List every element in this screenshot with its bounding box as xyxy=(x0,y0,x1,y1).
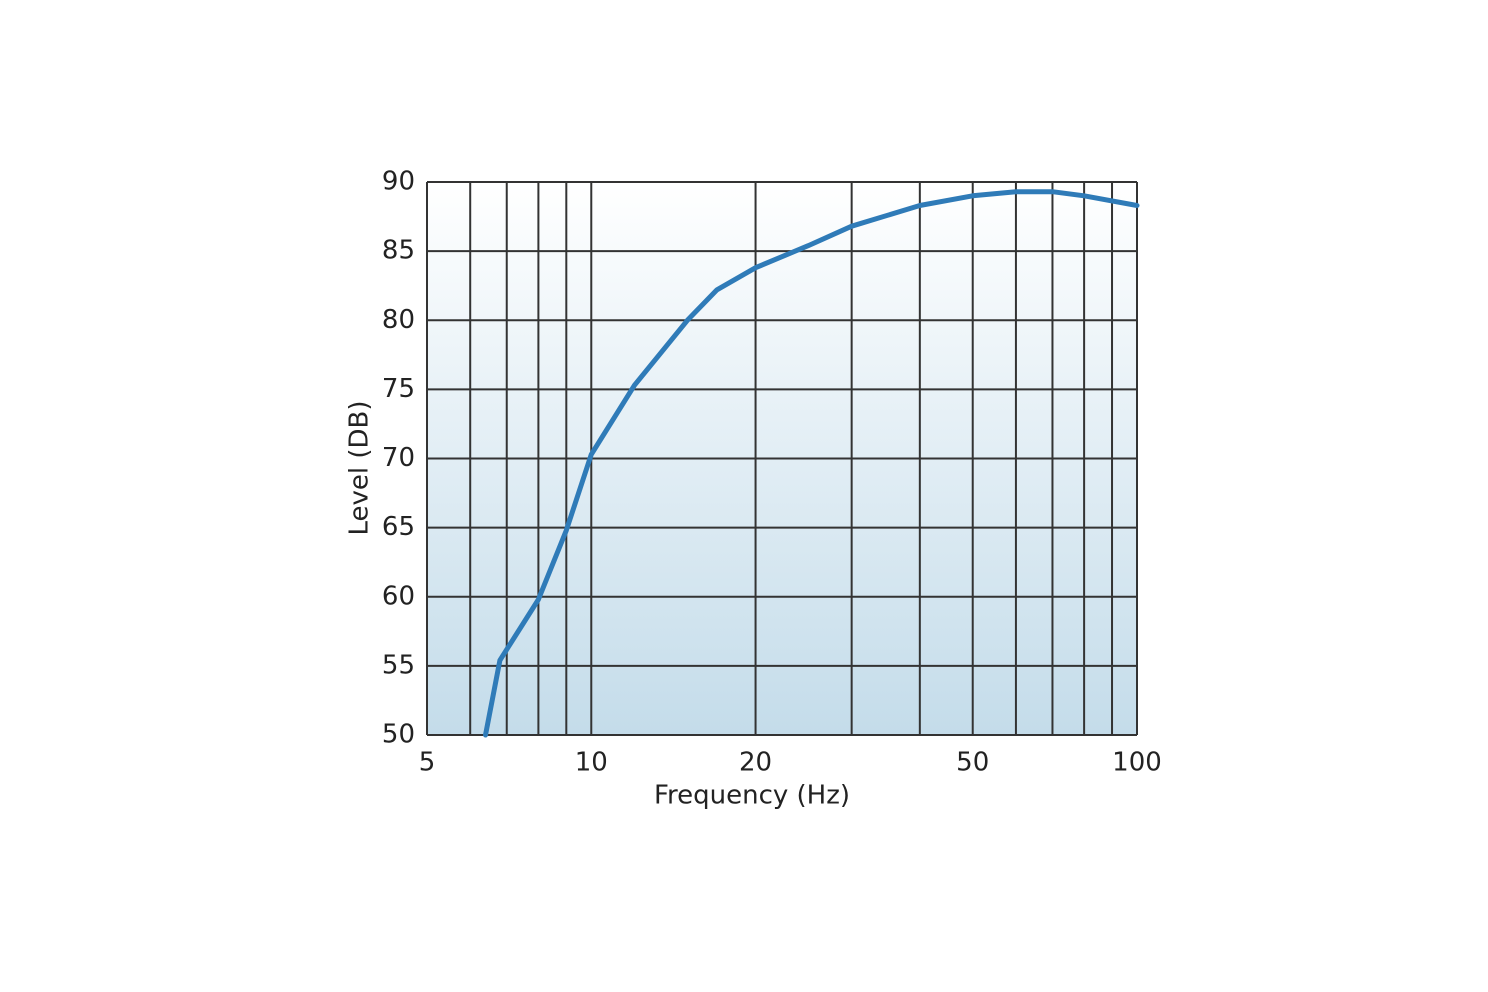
y-tick-label: 65 xyxy=(382,512,415,542)
y-tick-label: 85 xyxy=(382,236,415,266)
y-axis-label: Level (DB) xyxy=(345,400,375,535)
data-line xyxy=(483,189,1140,738)
y-tick-label: 80 xyxy=(382,305,415,335)
x-tick-label: 50 xyxy=(956,748,989,778)
x-tick-label: 100 xyxy=(1112,748,1162,778)
x-tick-label: 20 xyxy=(739,748,772,778)
x-tick-label: 10 xyxy=(575,748,608,778)
y-tick-label: 60 xyxy=(382,581,415,611)
y-tick-label: 70 xyxy=(382,443,415,473)
y-tick-label: 50 xyxy=(382,720,415,750)
x-tick-label: 5 xyxy=(419,748,436,778)
y-tick-label: 55 xyxy=(382,650,415,680)
y-tick-label: 75 xyxy=(382,374,415,404)
y-tick-label: 90 xyxy=(382,167,415,197)
x-axis-label: Frequency (Hz) xyxy=(654,781,850,811)
